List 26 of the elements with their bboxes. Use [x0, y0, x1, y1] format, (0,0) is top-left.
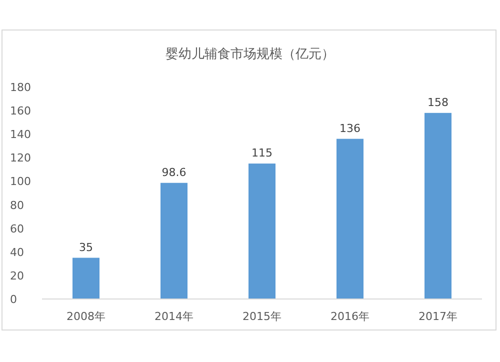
bar — [424, 112, 452, 299]
y-tick-label: 120 — [10, 152, 31, 165]
x-tick-label: 2017年 — [418, 310, 458, 323]
y-tick-label: 40 — [10, 246, 24, 259]
data-label: 158 — [428, 96, 448, 109]
bar — [72, 258, 100, 299]
chart-title: 婴幼儿辅食市场规模（亿元） — [166, 47, 334, 62]
data-label: 35 — [79, 240, 93, 254]
bar — [160, 182, 188, 299]
y-tick-label: 20 — [10, 269, 24, 282]
y-tick-label: 80 — [10, 198, 24, 212]
bar — [248, 164, 276, 299]
data-label: 136 — [340, 122, 360, 135]
x-tick-label: 2014年 — [154, 310, 194, 323]
y-tick-label: 140 — [10, 128, 31, 142]
y-tick-label: 60 — [10, 222, 24, 236]
y-tick-label: 160 — [10, 104, 31, 118]
y-tick-label: 100 — [10, 175, 31, 188]
x-tick-label: 2016年 — [330, 310, 370, 323]
data-label: 115 — [252, 146, 272, 160]
x-tick-label: 2008年 — [66, 310, 106, 323]
bar — [336, 138, 364, 299]
data-label: 98.6 — [162, 166, 186, 179]
y-tick-label: 180 — [10, 81, 31, 94]
x-tick-label: 2015年 — [242, 310, 282, 323]
y-tick-label: 0 — [10, 293, 17, 306]
